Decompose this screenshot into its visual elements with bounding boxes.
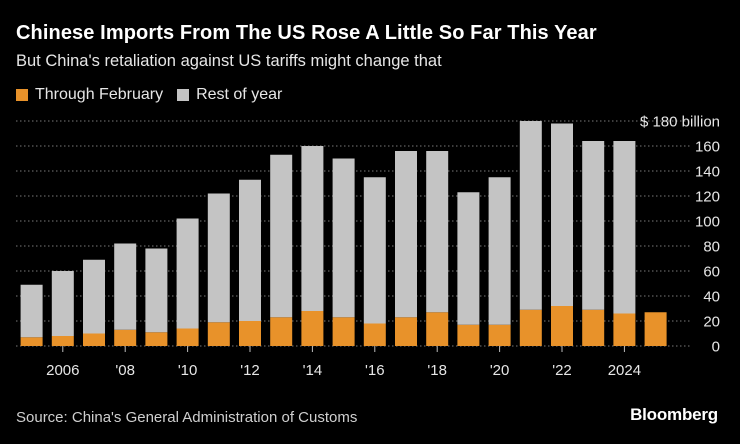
x-tick-label: 2006: [46, 362, 79, 379]
legend-swatch-rest-of-year: [177, 89, 190, 101]
bar-rest-of-year-2007: [83, 259, 105, 334]
bar-through-february-2025: [644, 312, 667, 346]
y-axis: 0 20 40 60 80 100 120 140 160 $ 180 billion: [640, 114, 720, 356]
bar-rest-of-year-2016: [363, 177, 386, 324]
bar-through-february-2017: [395, 317, 417, 346]
y-tick-label: 160: [695, 139, 720, 156]
bar-through-february-2013: [270, 317, 293, 346]
legend-item-rest-of-year: Rest of year: [177, 86, 282, 104]
bar-rest-of-year-2009: [145, 248, 168, 333]
bar-rest-of-year-2018: [426, 151, 449, 313]
bar-rest-of-year-2013: [270, 154, 293, 318]
bar-through-february-2023: [582, 309, 605, 346]
bar-through-february-2012: [239, 321, 261, 346]
x-tick-label: '16: [365, 362, 385, 379]
bar-rest-of-year-2020: [488, 177, 511, 325]
bars: [20, 121, 667, 346]
bar-through-february-2010: [176, 328, 199, 346]
bar-through-february-2008: [114, 329, 137, 346]
bar-rest-of-year-2005: [20, 284, 43, 338]
x-tick-label: '10: [178, 362, 198, 379]
x-axis: 2006 '08 '10 '12 '14 '16 '18 '20 '22 2024: [46, 346, 641, 379]
legend-label-through-february: Through February: [35, 86, 164, 103]
bar-through-february-2015: [332, 317, 355, 346]
source-note: Source: China's General Administration o…: [16, 409, 358, 426]
y-tick-label: 120: [695, 189, 720, 206]
y-tick-label: 80: [703, 239, 720, 256]
bar-through-february-2011: [207, 322, 230, 346]
bar-through-february-2024: [613, 313, 636, 346]
y-tick-label: 0: [712, 339, 720, 356]
bar-through-february-2018: [426, 312, 449, 346]
x-tick-label: '20: [490, 362, 510, 379]
bar-rest-of-year-2012: [239, 179, 261, 321]
legend-item-through-february: Through February: [16, 86, 163, 104]
bar-rest-of-year-2017: [395, 151, 417, 318]
bar-through-february-2016: [363, 323, 386, 346]
y-tick-label: $ 180 billion: [640, 114, 720, 131]
x-tick-label: '12: [240, 362, 260, 379]
bar-rest-of-year-2006: [51, 271, 74, 336]
bloomberg-logo: Bloomberg: [630, 405, 718, 424]
bar-rest-of-year-2015: [332, 158, 355, 318]
legend-label-rest-of-year: Rest of year: [196, 86, 283, 103]
chart-title: Chinese Imports From The US Rose A Littl…: [16, 22, 597, 44]
bar-through-february-2007: [83, 333, 105, 346]
bar-rest-of-year-2014: [301, 146, 324, 311]
bar-rest-of-year-2023: [582, 141, 605, 310]
bar-rest-of-year-2024: [613, 141, 636, 314]
x-tick-label: 2024: [608, 362, 641, 379]
x-tick-label: '18: [427, 362, 447, 379]
bar-through-february-2005: [20, 337, 43, 346]
x-tick-label: '14: [303, 362, 323, 379]
bar-through-february-2006: [51, 336, 74, 346]
y-tick-label: 140: [695, 164, 720, 181]
bar-rest-of-year-2008: [114, 243, 137, 330]
x-tick-label: '08: [115, 362, 135, 379]
bar-through-february-2021: [519, 309, 542, 346]
bar-through-february-2009: [145, 332, 168, 346]
y-tick-label: 60: [703, 264, 720, 281]
bar-rest-of-year-2010: [176, 218, 199, 329]
y-tick-label: 100: [695, 214, 720, 231]
y-tick-label: 20: [703, 314, 720, 331]
bar-through-february-2014: [301, 311, 324, 346]
chart-subtitle: But China's retaliation against US tarif…: [16, 52, 442, 70]
bar-rest-of-year-2021: [519, 121, 542, 310]
legend: Through February Rest of year: [16, 86, 296, 104]
bar-rest-of-year-2011: [207, 193, 230, 323]
bar-through-february-2022: [551, 306, 573, 346]
bar-rest-of-year-2019: [457, 192, 480, 325]
x-tick-label: '22: [552, 362, 572, 379]
y-tick-label: 40: [703, 289, 720, 306]
bar-through-february-2019: [457, 324, 480, 346]
bar-through-february-2020: [488, 324, 511, 346]
bar-rest-of-year-2022: [551, 123, 573, 306]
legend-swatch-through-february: [16, 89, 28, 101]
